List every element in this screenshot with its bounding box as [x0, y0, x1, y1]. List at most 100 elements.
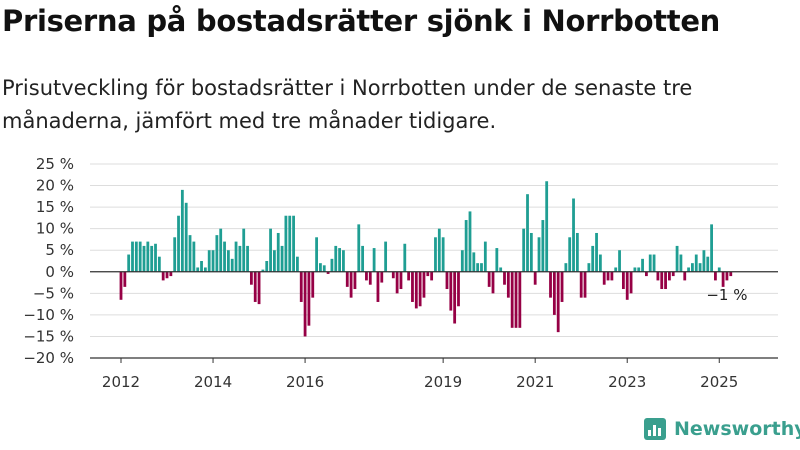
bar: [506, 271, 510, 298]
bar: [560, 271, 564, 302]
bar: [614, 267, 618, 272]
x-tick-label: 2019: [424, 373, 462, 391]
bar: [203, 267, 207, 272]
bar: [629, 271, 633, 294]
bar: [234, 241, 238, 272]
bar: [652, 254, 656, 272]
bar: [368, 271, 372, 285]
bar: [273, 250, 276, 272]
bar: [399, 271, 403, 290]
bar: [322, 265, 326, 272]
bar: [526, 194, 529, 272]
bar: [725, 271, 729, 281]
bar: [257, 271, 261, 305]
axes: 25 % 20 % 15 % 10 % 5 % 0 % −5 % −10 % −15 % −20 …: [23, 155, 778, 391]
bar: [207, 250, 211, 272]
bar: [249, 271, 253, 285]
bar: [134, 241, 138, 272]
bar: [391, 271, 395, 279]
bar: [238, 245, 242, 272]
bar: [587, 263, 591, 272]
bar: [621, 271, 625, 290]
bar: [434, 237, 437, 272]
bar: [510, 271, 514, 328]
bar: [721, 271, 725, 287]
bar: [556, 271, 560, 333]
bar: [541, 220, 545, 272]
bar: [656, 271, 660, 281]
bar: [729, 271, 733, 277]
bar: [138, 241, 142, 272]
y-tick-label: 10 %: [36, 220, 74, 238]
bar: [552, 271, 556, 315]
bar: [714, 271, 717, 281]
bars: [119, 181, 733, 337]
x-tick-label: 2023: [608, 373, 646, 391]
bar: [671, 271, 675, 277]
bar: [165, 271, 169, 279]
bar: [192, 241, 196, 272]
bar: [334, 245, 338, 272]
bar: [418, 271, 422, 307]
bar: [200, 261, 203, 272]
chart-subtitle: Prisutveckling för bostadsrätter i Norrb…: [2, 76, 693, 133]
bar: [376, 271, 380, 302]
bar: [675, 245, 679, 272]
y-tick-label: −20 %: [23, 349, 74, 367]
bar: [691, 263, 694, 272]
bar: [261, 269, 265, 272]
bar: [361, 245, 365, 272]
bar: [476, 263, 480, 272]
bar: [288, 215, 292, 272]
bar: [625, 271, 629, 300]
bar: [296, 256, 299, 272]
bar: [426, 271, 430, 277]
bar: [503, 271, 506, 285]
bar: [687, 267, 690, 272]
bar: [177, 215, 180, 272]
bar: [265, 261, 269, 272]
bar: [598, 254, 602, 272]
bar: [414, 271, 418, 309]
bar: [694, 254, 698, 272]
bar: [384, 241, 388, 272]
bar: [533, 271, 537, 285]
x-tick-label: 2012: [102, 373, 140, 391]
bar: [710, 224, 713, 272]
chart-title: Priserna på bostadsrätter sjönk i Norrbo…: [2, 4, 721, 38]
bar: [173, 237, 177, 272]
bar: [269, 228, 272, 272]
bar: [180, 189, 184, 272]
bar: [326, 271, 330, 274]
bar: [188, 235, 192, 272]
bar: [572, 198, 575, 272]
bar: [219, 228, 223, 272]
bar: [311, 271, 315, 298]
bar: [230, 258, 234, 272]
bar: [345, 271, 349, 287]
bar: [437, 228, 441, 272]
bar: [618, 250, 621, 272]
bar: [280, 245, 284, 272]
bar: [127, 254, 131, 272]
newsworthy-brand: Newsworthy: [644, 418, 800, 440]
bar: [575, 232, 579, 272]
last-value-annotation: −1 %: [706, 286, 747, 304]
bar: [457, 271, 460, 307]
bar: [683, 271, 687, 281]
bar: [679, 254, 683, 272]
bar: [595, 232, 598, 272]
bar: [330, 258, 334, 272]
bar: [365, 271, 368, 281]
bar: [579, 271, 583, 298]
bar: [319, 263, 322, 272]
bar: [372, 248, 376, 272]
bar: [645, 271, 648, 277]
bar: [430, 271, 434, 281]
y-tick-label: −10 %: [23, 306, 74, 324]
bar: [499, 267, 503, 272]
bar: [215, 235, 219, 272]
bar: [349, 271, 353, 298]
bar: [472, 252, 476, 272]
bar: [380, 271, 384, 283]
